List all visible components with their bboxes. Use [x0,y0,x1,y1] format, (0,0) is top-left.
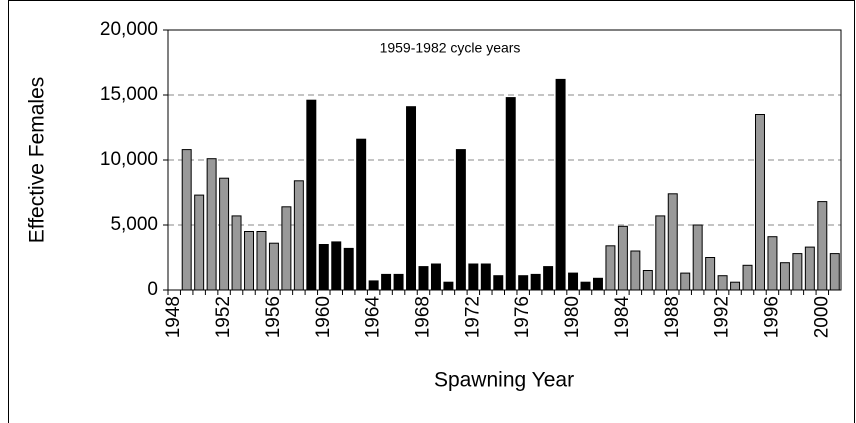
bar [206,158,217,291]
bar [368,280,379,291]
bar [443,281,454,291]
bar [568,272,579,291]
bar [717,275,728,291]
bar [268,242,279,291]
x-tick-label: 1976 [512,296,533,338]
bar [219,177,230,291]
bar [343,247,354,291]
x-tick-label: 1952 [213,296,234,338]
annotation: 1959-1982 cycle years [380,40,521,56]
x-tick-label: 1992 [712,296,733,338]
bar [244,231,254,291]
bar [705,257,716,291]
bar [655,215,666,291]
y-tick-label: 20,000 [100,19,158,40]
y-tick-label: 10,000 [100,149,158,170]
bar [393,273,404,291]
bar [617,225,628,291]
bar [293,180,304,291]
x-tick-label: 1996 [761,296,782,338]
bar [468,263,479,291]
y-axis-label: Effective Females [26,77,49,244]
x-tick-label: 1972 [462,296,483,338]
bar [281,206,292,291]
bar [642,270,653,291]
x-tick-label: 2000 [811,296,832,338]
bar [331,241,342,291]
bar [455,149,466,291]
bar [505,97,516,291]
x-tick-label: 1968 [413,296,434,338]
bar [605,245,616,291]
bar [381,273,392,291]
x-tick-label: 1988 [662,296,683,338]
bar [518,275,529,291]
bar [406,106,417,291]
bar [194,194,205,291]
bar [792,253,803,291]
bar [543,266,554,291]
y-tick-label: 5,000 [110,214,158,235]
bar [742,264,753,291]
bar [630,250,641,291]
frame [8,0,855,423]
bar [692,224,703,291]
bar [493,275,504,291]
bar [817,201,828,291]
bar [430,263,441,291]
bar [667,193,678,291]
x-tick-label: 1956 [263,296,284,338]
x-tick-label: 1948 [163,296,184,338]
bar [555,78,566,291]
x-axis-label: Spawning Year [434,369,574,392]
bar [592,277,603,291]
bar [580,281,591,291]
bar [767,236,778,291]
bar [680,272,691,291]
bar [779,262,790,291]
bar [181,149,192,291]
bar [829,253,840,291]
bar [231,215,242,291]
bar [356,138,367,291]
bar [804,246,815,291]
bar [418,266,429,291]
bar [318,244,329,291]
plot-frame [167,29,842,291]
bar [755,114,765,291]
bar [730,281,741,291]
x-tick-label: 1960 [313,296,334,338]
bar [530,273,541,291]
x-tick-label: 1984 [612,296,633,339]
bar [306,99,317,291]
x-tick-label: 1980 [562,296,583,338]
y-tick-label: 15,000 [100,84,158,105]
x-tick-label: 1964 [363,296,384,339]
bar [256,231,267,291]
bar [480,263,491,291]
y-tick-label: 0 [147,279,158,300]
